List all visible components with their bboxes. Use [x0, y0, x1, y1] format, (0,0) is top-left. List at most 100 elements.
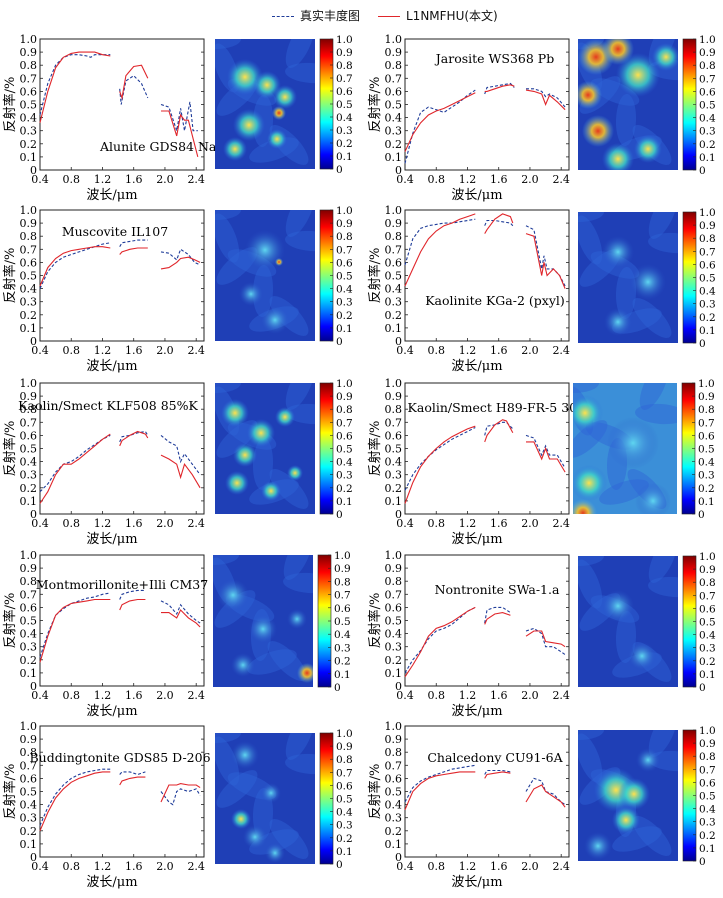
series-line-model [404, 606, 566, 678]
y-tick-label: 0.5 [385, 270, 403, 283]
colorbar-tick-label: 0.7 [336, 73, 353, 85]
map-hotspot [231, 809, 251, 829]
y-tick-label: 0.2 [385, 309, 403, 322]
y-tick-label: 0.7 [20, 243, 38, 256]
map-texture [285, 403, 315, 425]
x-tick-label: 2.0 [156, 344, 174, 357]
map-hotspot [267, 129, 287, 149]
colorbar-tick-label: 0.6 [699, 86, 716, 98]
colorbar-tick-label: 0.2 [334, 656, 351, 668]
y-tick-label: 1.0 [385, 720, 403, 733]
map-hotspot [604, 308, 632, 336]
colorbar-tick-label: 0.4 [334, 629, 351, 641]
x-tick-label: 1.2 [459, 860, 477, 873]
y-tick-label: 0.3 [385, 296, 403, 309]
x-tick-label: 1.6 [125, 860, 143, 873]
y-tick-label: 1.0 [385, 204, 403, 217]
map-hotspot [297, 663, 313, 683]
y-tick-label: 0.8 [20, 575, 38, 588]
chart-panel: 00.10.20.30.40.50.60.70.80.91.00.4 0.8 1.2… [367, 204, 716, 374]
x-tick-label: 0.4 [396, 860, 414, 873]
colorbar-tick-label: 0.8 [336, 404, 353, 416]
y-tick-label: 0 [30, 164, 37, 177]
y-tick-label: 0.4 [20, 799, 38, 812]
map-hotspot [249, 615, 277, 643]
x-tick-label: 1.2 [94, 344, 112, 357]
y-tick-label: 0.6 [385, 601, 403, 614]
map-hotspot [636, 748, 660, 772]
map-texture [249, 137, 299, 163]
colorbar-tick-label: 1.0 [336, 378, 353, 390]
map-texture [215, 210, 241, 220]
x-tick-label: 2.4 [187, 860, 205, 873]
colorbar-tick-label: 0.1 [699, 843, 716, 855]
series-line-true [39, 430, 201, 493]
x-tick-label: 0.8 [62, 517, 80, 530]
y-tick-label: 0.7 [385, 243, 403, 256]
colorbar-tick-label: 0.5 [336, 99, 353, 111]
map-hotspot [287, 465, 303, 481]
colorbar-tick-label: 0.4 [699, 630, 716, 642]
colorbar-tick-label: 1.0 [336, 205, 353, 217]
x-tick-label: 0.8 [62, 689, 80, 702]
series-line-model [39, 771, 201, 832]
y-tick-label: 1.0 [20, 204, 38, 217]
chart-title: Muscovite IL107 [62, 224, 168, 239]
map-hotspot [221, 399, 249, 427]
y-tick-label: 0.8 [20, 59, 38, 72]
colorbar-tick-label: 0.5 [699, 273, 716, 285]
y-tick-label: 0.4 [20, 112, 38, 125]
colorbar-tick-label: 0.7 [699, 73, 716, 85]
x-tick-label: 2.4 [552, 860, 570, 873]
y-tick-label: 0 [395, 680, 402, 693]
x-tick-label: 1.6 [490, 344, 508, 357]
y-tick-label: 0.9 [385, 562, 403, 575]
y-tick-label: 0.6 [385, 429, 403, 442]
map-hotspot [275, 258, 283, 266]
x-tick-label: 1.2 [459, 344, 477, 357]
y-tick-label: 0.5 [20, 99, 38, 112]
map-hotspot [607, 417, 659, 469]
colorbar-tick-label: 0.4 [336, 807, 353, 819]
x-tick-label: 1.2 [94, 517, 112, 530]
map-texture [247, 649, 297, 675]
chart-panel: 00.10.20.30.40.50.60.70.80.91.00.4 0.8 1.2… [2, 377, 353, 547]
x-tick-label: 1.2 [459, 689, 477, 702]
map-hotspot [584, 832, 612, 860]
map-texture [599, 479, 649, 505]
map-texture [578, 556, 604, 566]
map-texture [215, 736, 240, 786]
y-tick-label: 0.1 [385, 495, 403, 508]
map-texture [578, 215, 603, 265]
y-tick-label: 0.9 [385, 46, 403, 59]
map-hotspot [612, 806, 640, 834]
abundance-map [578, 556, 678, 687]
y-tick-label: 0.3 [20, 125, 38, 138]
y-tick-label: 0.4 [385, 283, 403, 296]
colorbar-tick-label: 0.4 [699, 113, 716, 125]
series-line-true [404, 764, 566, 806]
legend-swatch-model [378, 16, 400, 17]
colorbar-tick-label: 0 [334, 682, 341, 694]
map-texture [648, 576, 678, 598]
chart-title: Chalcedony CU91-6A [427, 750, 563, 765]
map-texture [215, 383, 241, 393]
colorbar-tick-label: 0.4 [336, 457, 353, 469]
x-tick-label: 0.8 [62, 173, 80, 186]
chart-panel: 00.10.20.30.40.50.60.70.80.91.00.4 0.8 1.2… [2, 549, 351, 719]
x-tick-label: 0.8 [427, 517, 445, 530]
y-tick-label: 0.8 [20, 403, 38, 416]
colorbar-tick-label: 0 [336, 336, 343, 348]
map-hotspot [275, 407, 295, 427]
x-tick-label: 1.6 [125, 173, 143, 186]
colorbar-tick-label: 0 [699, 682, 706, 694]
x-tick-label: 1.6 [125, 517, 143, 530]
y-tick-label: 0.7 [385, 416, 403, 429]
x-tick-label: 0.4 [31, 344, 49, 357]
y-tick-label: 0.9 [385, 217, 403, 230]
y-tick-label: 0.6 [20, 429, 38, 442]
abundance-map [578, 212, 678, 343]
y-tick-label: 0.4 [20, 628, 38, 641]
x-axis-label: 波长/μm [451, 704, 502, 719]
y-tick-label: 0.2 [20, 654, 38, 667]
